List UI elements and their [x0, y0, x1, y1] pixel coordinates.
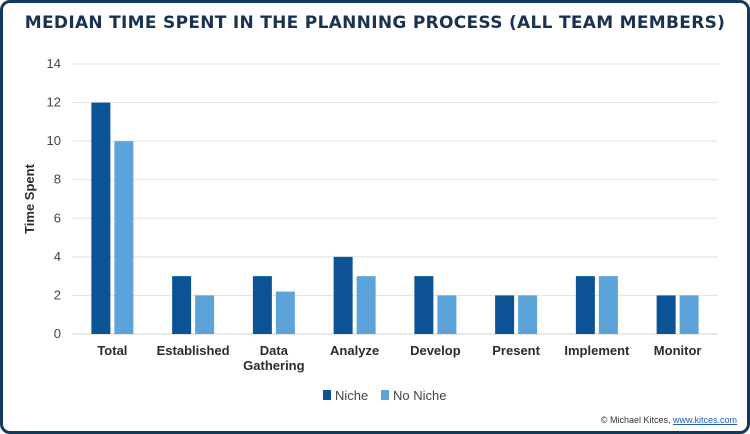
x-tick-label: Monitor — [654, 343, 702, 358]
bar-niche — [656, 295, 676, 334]
x-tick-label: Implement — [564, 343, 630, 358]
y-tick-label: 10 — [47, 133, 61, 148]
bar-no-niche — [195, 295, 215, 334]
bar-niche — [414, 276, 434, 334]
bar-niche — [91, 102, 111, 334]
y-tick-label: 2 — [54, 287, 61, 302]
x-tick-label: Established — [157, 343, 230, 358]
x-tick-label: Present — [492, 343, 540, 358]
x-tick-label: Analyze — [330, 343, 379, 358]
x-tick-label: Gathering — [243, 358, 304, 373]
footer-link[interactable]: www.kitces.com — [672, 415, 737, 425]
x-tick-label: Data — [260, 343, 289, 358]
y-tick-label: 14 — [47, 56, 61, 71]
legend-swatch — [323, 390, 331, 400]
bar-no-niche — [518, 295, 538, 334]
bar-niche — [252, 276, 272, 334]
bar-niche — [172, 276, 192, 334]
bar-niche — [333, 256, 353, 334]
legend-swatch — [381, 390, 389, 400]
bar-no-niche — [114, 141, 134, 334]
bar-niche — [495, 295, 515, 334]
bar-no-niche — [275, 291, 295, 334]
bar-no-niche — [437, 295, 457, 334]
legend-label: No Niche — [393, 388, 446, 403]
y-tick-label: 4 — [54, 249, 61, 264]
y-tick-label: 12 — [47, 95, 61, 110]
footer-copyright: © Michael Kitces, — [600, 415, 673, 425]
y-axis-label: Time Spent — [22, 163, 37, 234]
x-tick-label: Develop — [410, 343, 461, 358]
bar-no-niche — [679, 295, 699, 334]
chart-title: MEDIAN TIME SPENT IN THE PLANNING PROCES… — [24, 13, 726, 33]
y-tick-label: 0 — [54, 326, 61, 341]
bar-no-niche — [598, 276, 618, 334]
bar-no-niche — [356, 276, 376, 334]
x-tick-label: Total — [97, 343, 127, 358]
footer-credit: © Michael Kitces, www.kitces.com — [601, 415, 737, 425]
legend-label: Niche — [335, 388, 368, 403]
y-tick-label: 6 — [54, 210, 61, 225]
bar-niche — [575, 276, 595, 334]
y-tick-label: 8 — [54, 172, 61, 187]
